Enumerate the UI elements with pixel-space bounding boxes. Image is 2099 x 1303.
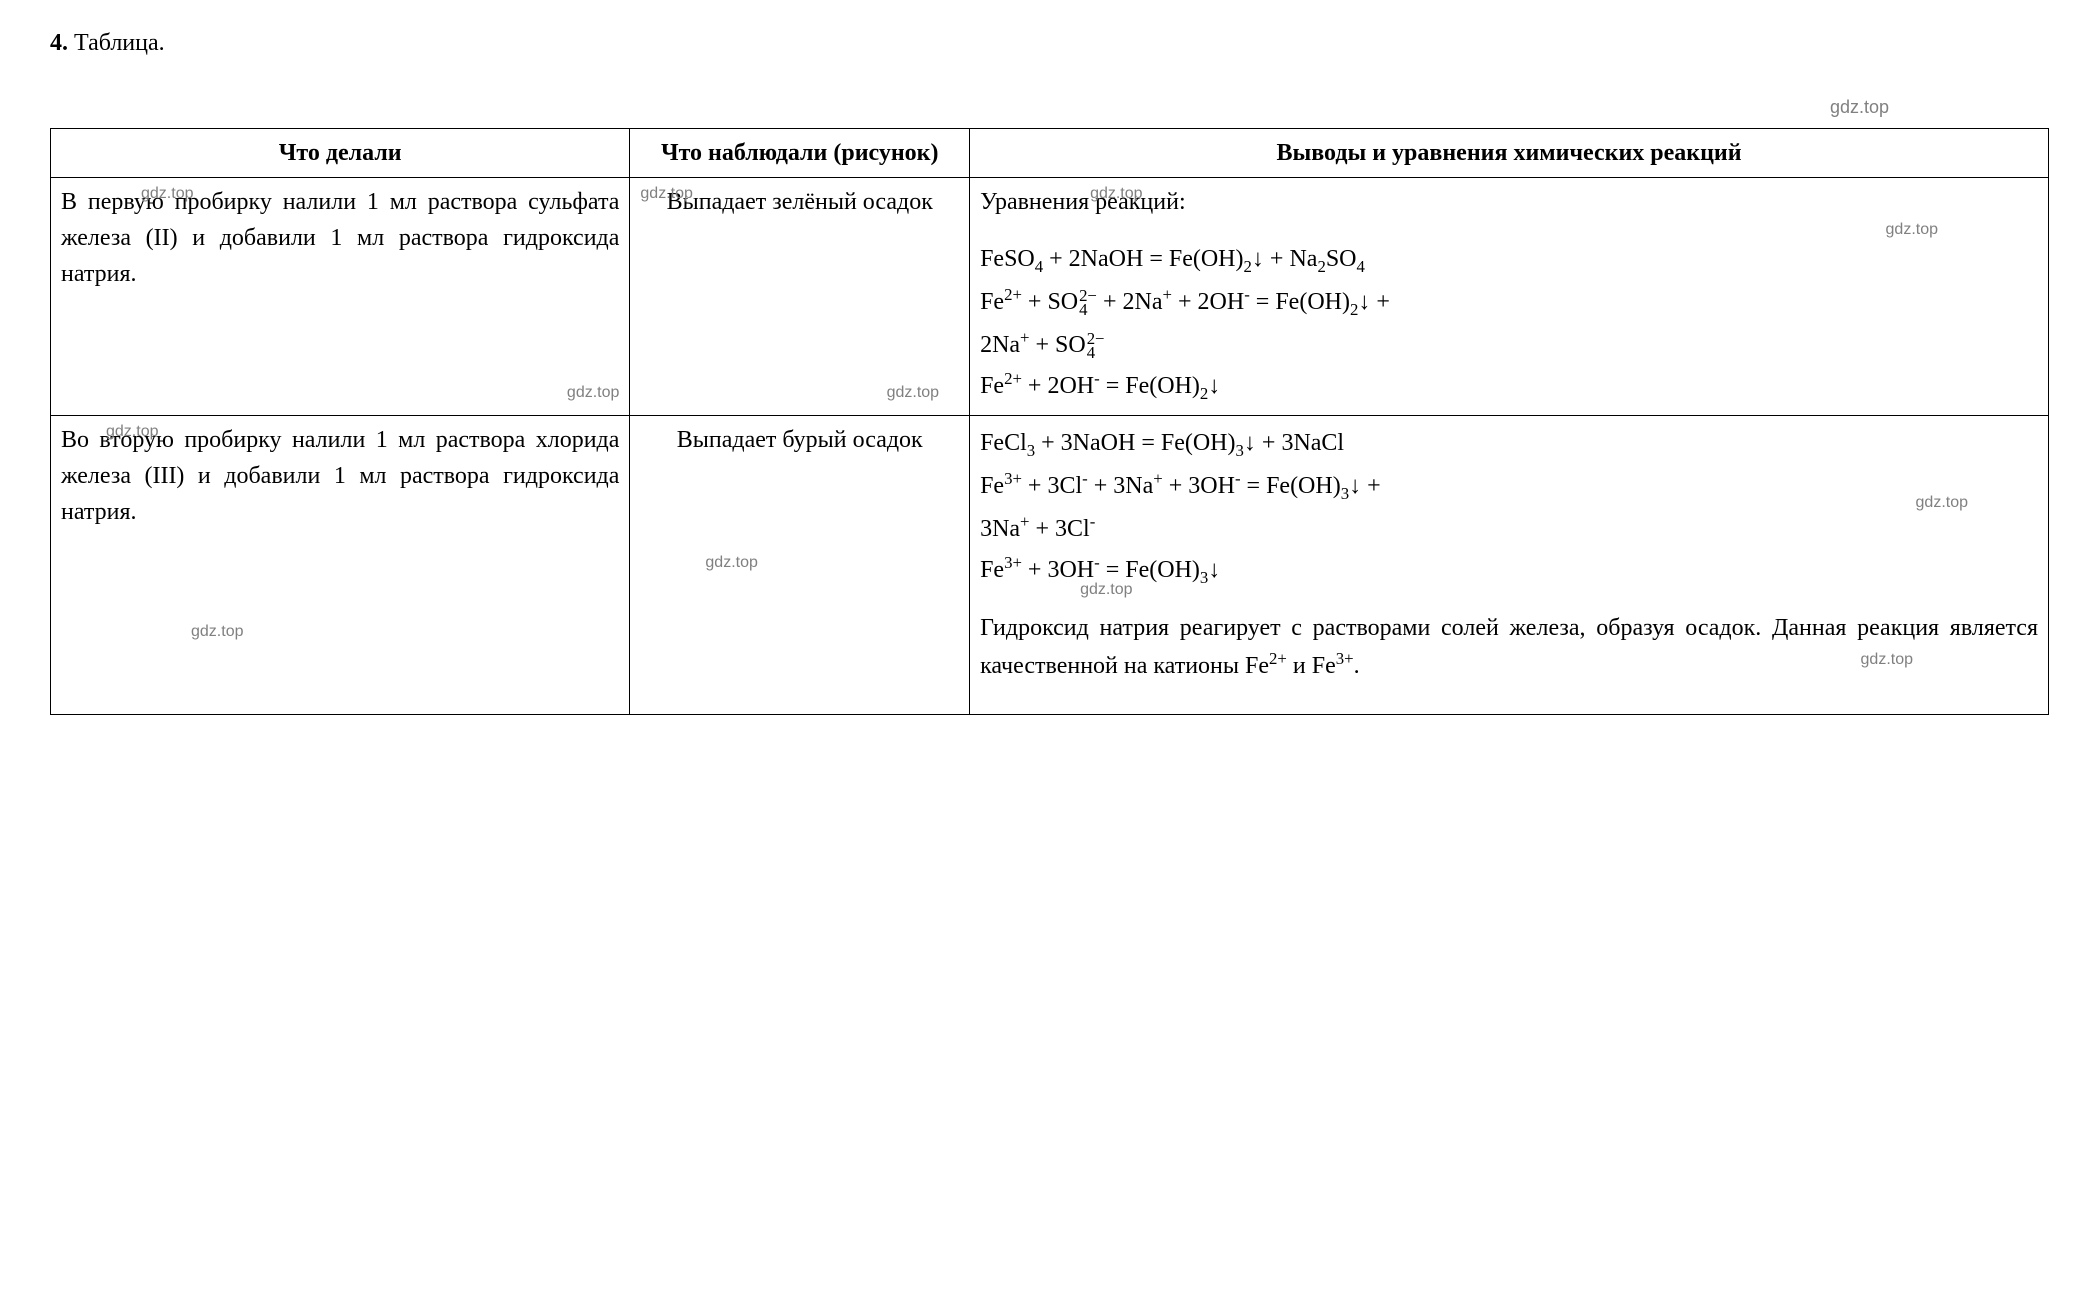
header-col2: Что наблюдали (рисунок) <box>630 129 970 178</box>
conclusion-text: Гидроксид натрия реагирует с растворами … <box>980 610 2038 684</box>
watermark-cell: gdz.top <box>567 381 619 405</box>
row1-observation: gdz.top Выпадает зелёный осадок gdz.top <box>630 178 970 416</box>
equation: FeSO4 + 2NaOH = Fe(OH)2↓ + Na2SO4 <box>980 241 2038 279</box>
exercise-title: 4. Таблица. <box>50 30 2049 57</box>
row1-conclusion: gdz.top Уравнения реакций: gdz.top FeSO4… <box>970 178 2049 416</box>
equation: Fe2+ + 2OH- = Fe(OH)2↓ <box>980 366 2038 406</box>
table-row: gdz.top Во вторую пробирку налили 1 мл р… <box>51 415 2049 714</box>
equation: Fe3+ + 3OH- = Fe(OH)3↓ <box>980 550 2038 590</box>
equation: FeCl3 + 3NaOH = Fe(OH)3↓ + 3NaCl <box>980 425 2038 463</box>
watermark-cell: gdz.top <box>191 620 243 644</box>
watermark-cell: gdz.top <box>887 381 939 405</box>
row1-procedure: gdz.top В первую пробирку налили 1 мл ра… <box>51 178 630 416</box>
header-col3: Выводы и уравнения химических реакций <box>970 129 2049 178</box>
row2-col2-text: Выпадает бурый осадок <box>677 427 923 453</box>
header-col1: Что делали <box>51 129 630 178</box>
equation: 3Na+ + 3Cl- <box>980 509 2038 547</box>
table-header-row: Что делали Что наблюдали (рисунок) Вывод… <box>51 129 2049 178</box>
table-row: gdz.top В первую пробирку налили 1 мл ра… <box>51 178 2049 416</box>
row1-col1-text: В первую пробирку налили 1 мл раствора с… <box>61 189 619 287</box>
equation: Fe3+ + 3Cl- + 3Na+ + 3OH- = Fe(OH)3↓ + <box>980 466 2038 506</box>
equation: Fe2+ + SO2−4 + 2Na+ + 2OH- = Fe(OH)2↓ + <box>980 282 2038 322</box>
row2-observation: Выпадает бурый осадок gdz.top <box>630 415 970 714</box>
watermark-cell: gdz.top <box>705 551 757 575</box>
row2-col1-text: Во вторую пробирку налили 1 мл раствора … <box>61 427 619 525</box>
title-text: Таблица. <box>74 30 165 56</box>
equation: 2Na+ + SO2−4 <box>980 325 2038 363</box>
row1-col2-text: Выпадает зелёный осадок <box>667 189 933 215</box>
row2-conclusion: FeCl3 + 3NaOH = Fe(OH)3↓ + 3NaCl Fe3+ + … <box>970 415 2049 714</box>
title-number: 4. <box>50 30 68 56</box>
row2-procedure: gdz.top Во вторую пробирку налили 1 мл р… <box>51 415 630 714</box>
watermark-top: gdz.top <box>50 97 2049 118</box>
chemistry-table: Что делали Что наблюдали (рисунок) Вывод… <box>50 128 2049 715</box>
equations-label: Уравнения реакций: <box>980 184 2038 220</box>
